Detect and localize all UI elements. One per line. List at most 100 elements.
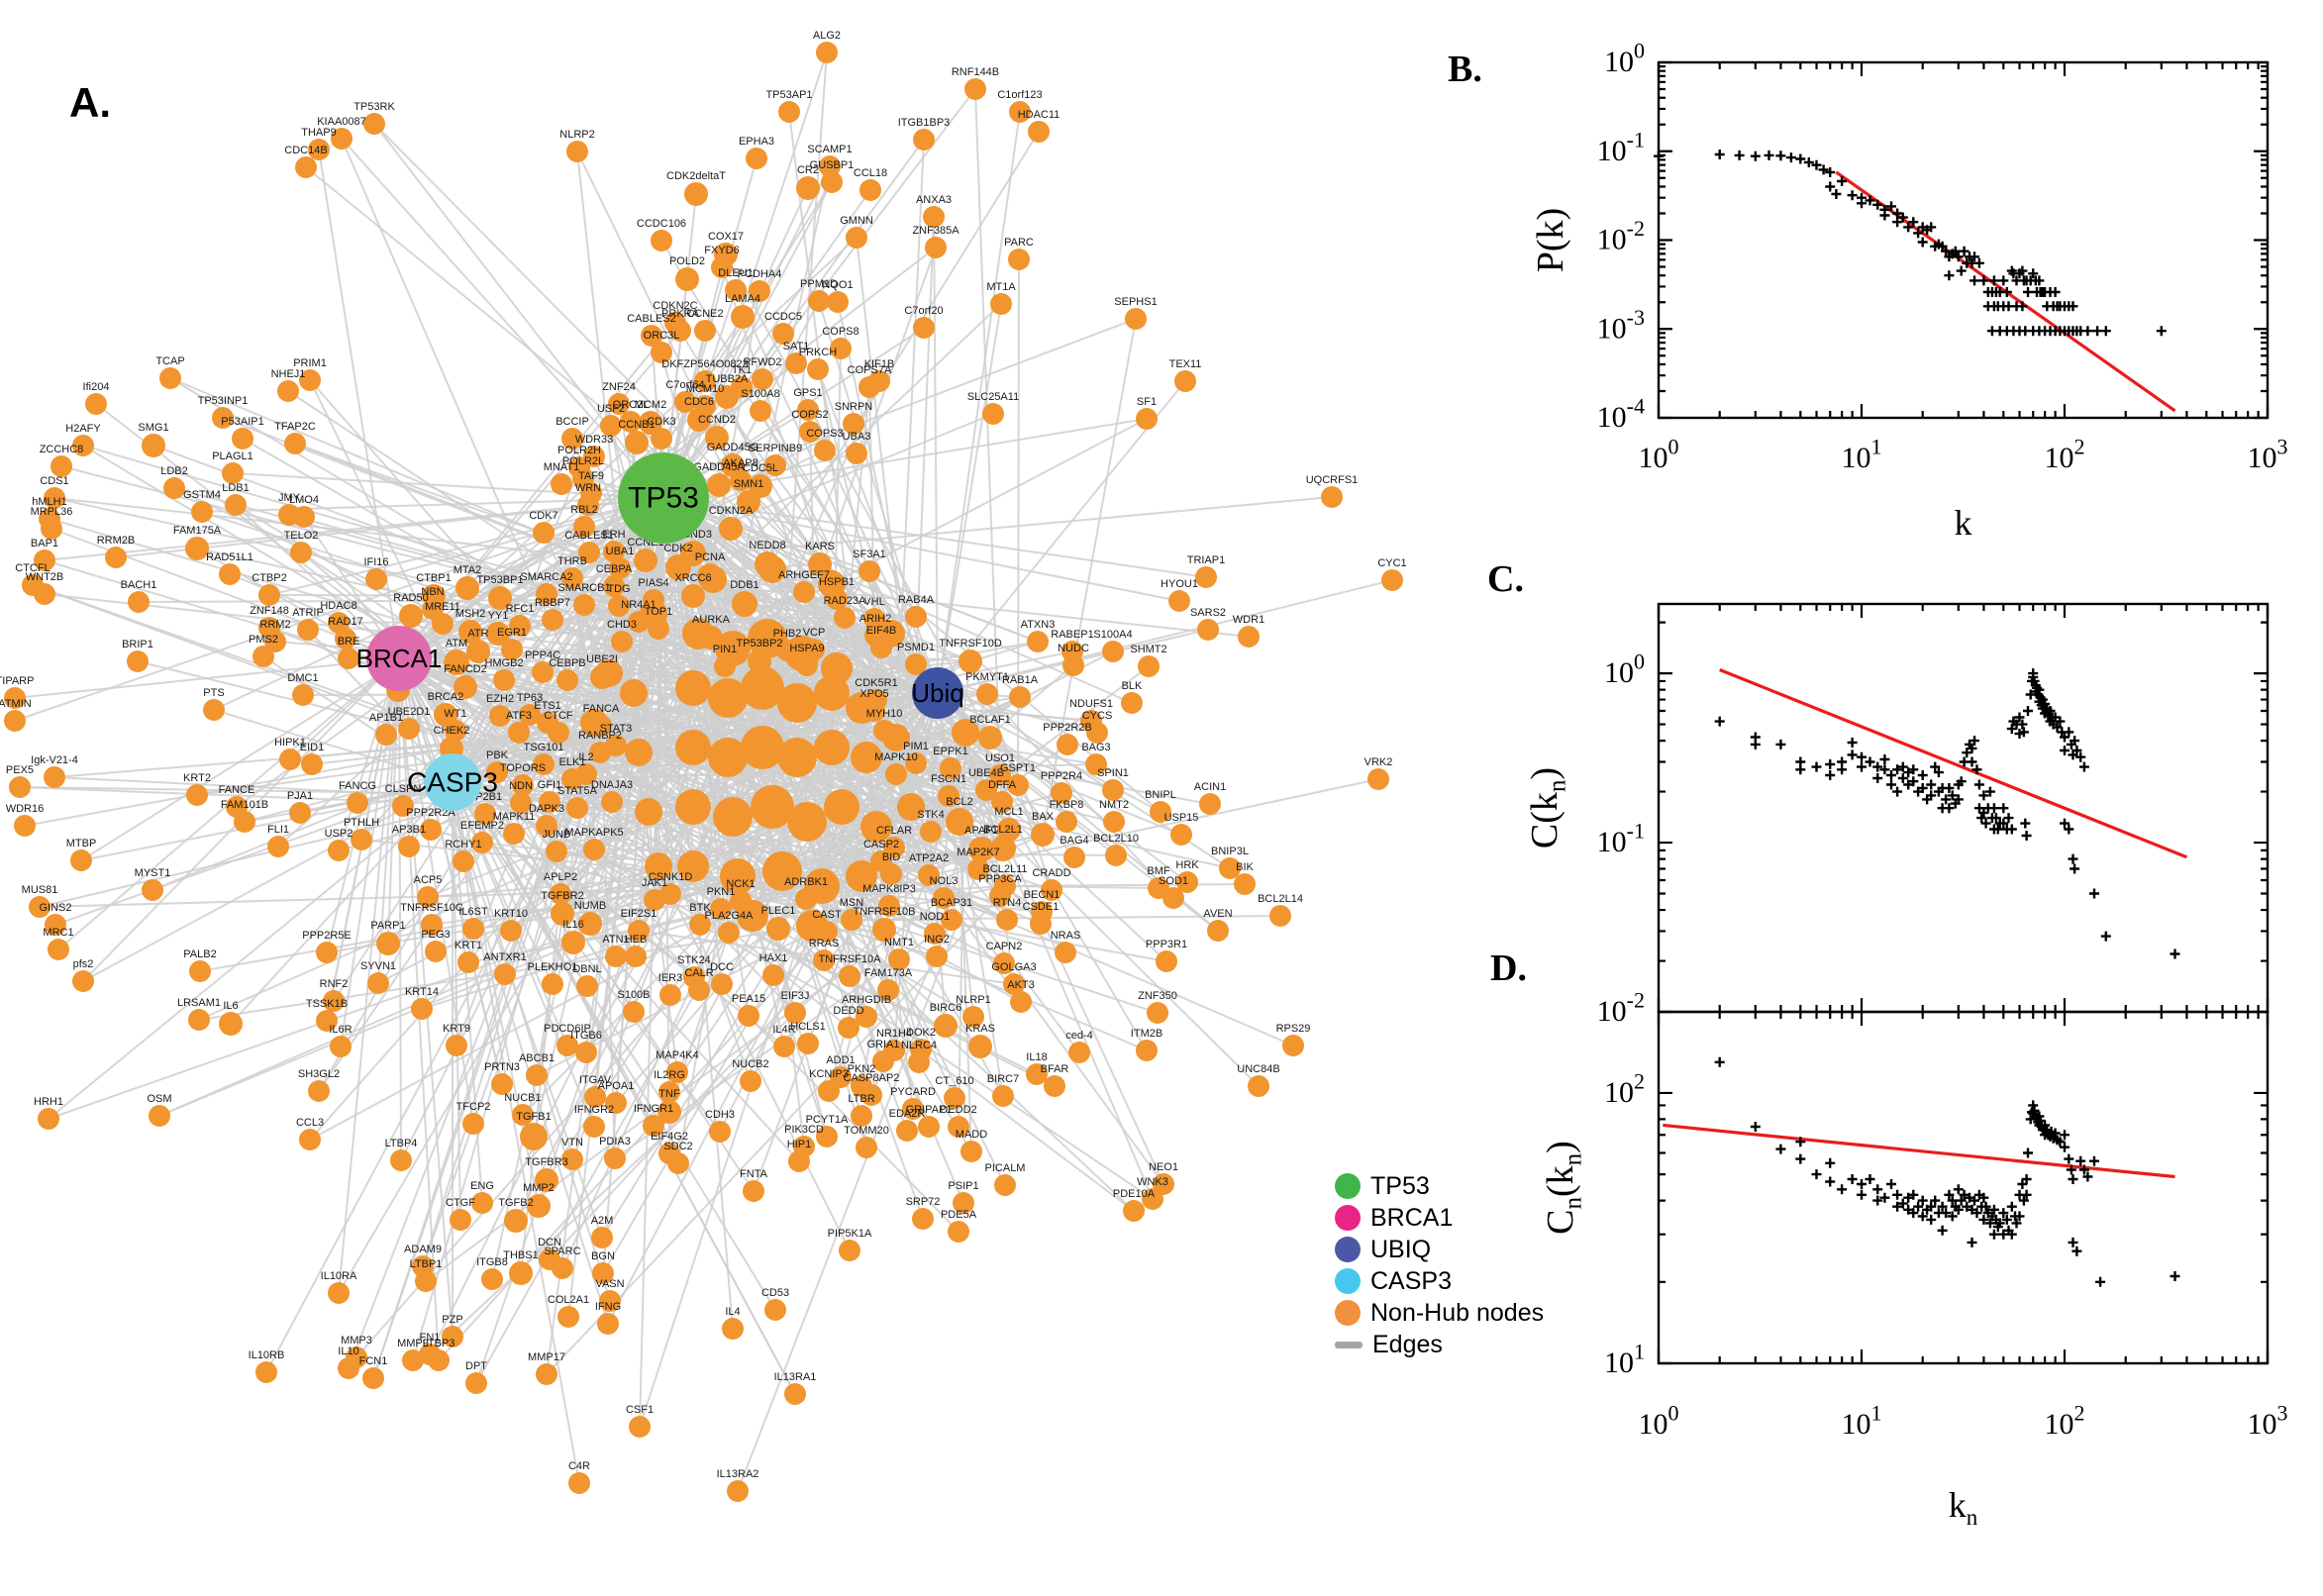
network-node-CDKN2A[interactable] [719, 517, 743, 541]
network-node-KARS[interactable] [808, 552, 832, 576]
network-node-AKAP8[interactable] [730, 469, 752, 491]
network-node-PPM1D[interactable] [808, 290, 830, 312]
network-node-HDAC11[interactable] [1028, 121, 1050, 143]
network-node-CHD3[interactable] [611, 631, 633, 652]
network-node-VRK2[interactable] [1367, 768, 1389, 790]
network-node-CSF1[interactable] [629, 1416, 651, 1438]
network-node-GPS1[interactable] [797, 399, 819, 421]
network-node-STAT5A[interactable] [566, 797, 588, 819]
network-node-NUCB2[interactable] [740, 1070, 761, 1092]
network-node-NUMB[interactable] [578, 912, 602, 936]
network-node-CSDE1[interactable] [1030, 913, 1052, 935]
network-node-CYCS[interactable] [1086, 722, 1108, 744]
network-node-PCDHA4[interactable] [749, 280, 770, 302]
network-node-TOMM20[interactable] [856, 1137, 877, 1158]
network-node-MRE11[interactable] [432, 613, 454, 635]
network-node-ATRIP[interactable] [297, 619, 319, 641]
network-node[interactable] [699, 565, 727, 593]
network-node-SHMT2[interactable] [1138, 655, 1160, 677]
network-node-CDK7[interactable] [533, 522, 555, 544]
network-node-UBA1[interactable] [609, 557, 631, 579]
network-node-PLA2G4A[interactable] [718, 922, 740, 944]
network-node-IL6R[interactable] [330, 1036, 352, 1057]
network-node-BNIP3L[interactable] [1219, 857, 1241, 879]
network-node-CRADD[interactable] [1041, 879, 1062, 901]
network-node-DCC[interactable] [711, 973, 733, 995]
network-node-MAP2K7[interactable] [967, 858, 989, 880]
network-node-MCM2[interactable] [639, 411, 662, 435]
network-node[interactable] [787, 802, 827, 842]
network-node-MMP3[interactable] [346, 1347, 367, 1368]
network-node[interactable] [748, 619, 787, 658]
network-node-XRCC6[interactable] [681, 584, 705, 608]
network-node-EDA2R[interactable] [896, 1120, 918, 1142]
network-node[interactable] [580, 709, 608, 737]
network-node-USP2[interactable] [328, 840, 350, 861]
network-node-RTN4[interactable] [996, 909, 1018, 931]
network-node-MNAT1[interactable] [551, 473, 572, 495]
network-node-PDCD6IP[interactable] [556, 1035, 578, 1056]
network-node-CALR[interactable] [688, 979, 710, 1001]
network-node-PMS2[interactable] [252, 646, 274, 667]
network-node-FANCG[interactable] [347, 792, 368, 814]
network-node-PTS[interactable] [203, 699, 225, 721]
network-node-FKBP8[interactable] [1056, 811, 1077, 833]
network-node-MYST1[interactable] [142, 879, 163, 901]
network-node-CFLAR[interactable] [883, 837, 905, 858]
network-node-HCLS1[interactable] [797, 1033, 819, 1054]
network-node-CAPN2[interactable] [993, 952, 1015, 974]
network-node-MAPKAPK5[interactable] [583, 839, 605, 860]
network-node-IL13RA1[interactable] [784, 1383, 806, 1405]
network-node-GUSBP1[interactable] [821, 171, 843, 193]
network-node-SF3A1[interactable] [858, 560, 880, 582]
network-node-IFNGR2[interactable] [583, 1116, 605, 1138]
network-node-TP53RK[interactable] [363, 113, 385, 135]
network-node-TSG101[interactable] [533, 753, 555, 775]
network-node-FAM175A[interactable] [185, 537, 209, 560]
network-node[interactable] [758, 555, 786, 583]
network-node-PARC[interactable] [1008, 249, 1030, 270]
network-node-HYOU1[interactable] [1168, 590, 1190, 612]
network-node-WNK3[interactable] [1142, 1188, 1163, 1210]
network-node-TP53AP1[interactable] [778, 101, 800, 123]
network-node-COL2A1[interactable] [557, 1306, 579, 1328]
network-node-DLEU1[interactable] [725, 279, 747, 301]
network-node-RFWD2[interactable] [752, 368, 773, 390]
network-node-Ifi204[interactable] [85, 393, 107, 415]
network-node-TELO2[interactable] [290, 542, 312, 563]
network-node-KRT2[interactable] [186, 784, 208, 806]
network-node-PBK[interactable] [486, 761, 508, 783]
network-node-TDG[interactable] [608, 595, 630, 617]
network-node-UQCRFS1[interactable] [1321, 486, 1343, 508]
network-node[interactable] [708, 738, 748, 777]
network-node-RBL2[interactable] [573, 516, 595, 538]
network-node-FNTA[interactable] [743, 1180, 764, 1202]
network-node-HRH1[interactable] [38, 1108, 59, 1130]
network-node-SOD1[interactable] [1162, 887, 1184, 909]
network-node-MAPK10[interactable] [885, 763, 907, 785]
network-node[interactable] [860, 811, 892, 843]
network-node-RRAS[interactable] [813, 949, 835, 971]
network-node-SRP72[interactable] [912, 1208, 934, 1230]
network-node-RAD23A[interactable] [834, 607, 856, 629]
network-node-LTBP1[interactable] [415, 1270, 437, 1292]
network-node[interactable] [625, 739, 653, 766]
network-node[interactable] [796, 910, 828, 942]
network-node-EID1[interactable] [301, 753, 323, 775]
network-node[interactable] [751, 785, 794, 829]
network-node-THRB[interactable] [561, 567, 583, 589]
network-node-ATF3[interactable] [508, 722, 530, 744]
network-node-CTBP2[interactable] [258, 584, 280, 606]
network-node-C1orf123[interactable] [1009, 101, 1031, 123]
network-node-GOLGA3[interactable] [1003, 973, 1025, 995]
network-node-NHEJ1[interactable] [277, 380, 299, 402]
network-node-DEDD[interactable] [838, 1017, 859, 1039]
network-node-CCND3[interactable] [680, 541, 706, 566]
network-node-BAG3[interactable] [1085, 753, 1107, 775]
network-node-APOA1[interactable] [605, 1092, 627, 1114]
network-node[interactable] [675, 789, 711, 825]
network-node[interactable] [741, 666, 784, 710]
network-node[interactable] [595, 659, 623, 687]
network-node-DDB1[interactable] [732, 591, 758, 617]
network-node-C7orf20[interactable] [913, 317, 935, 339]
